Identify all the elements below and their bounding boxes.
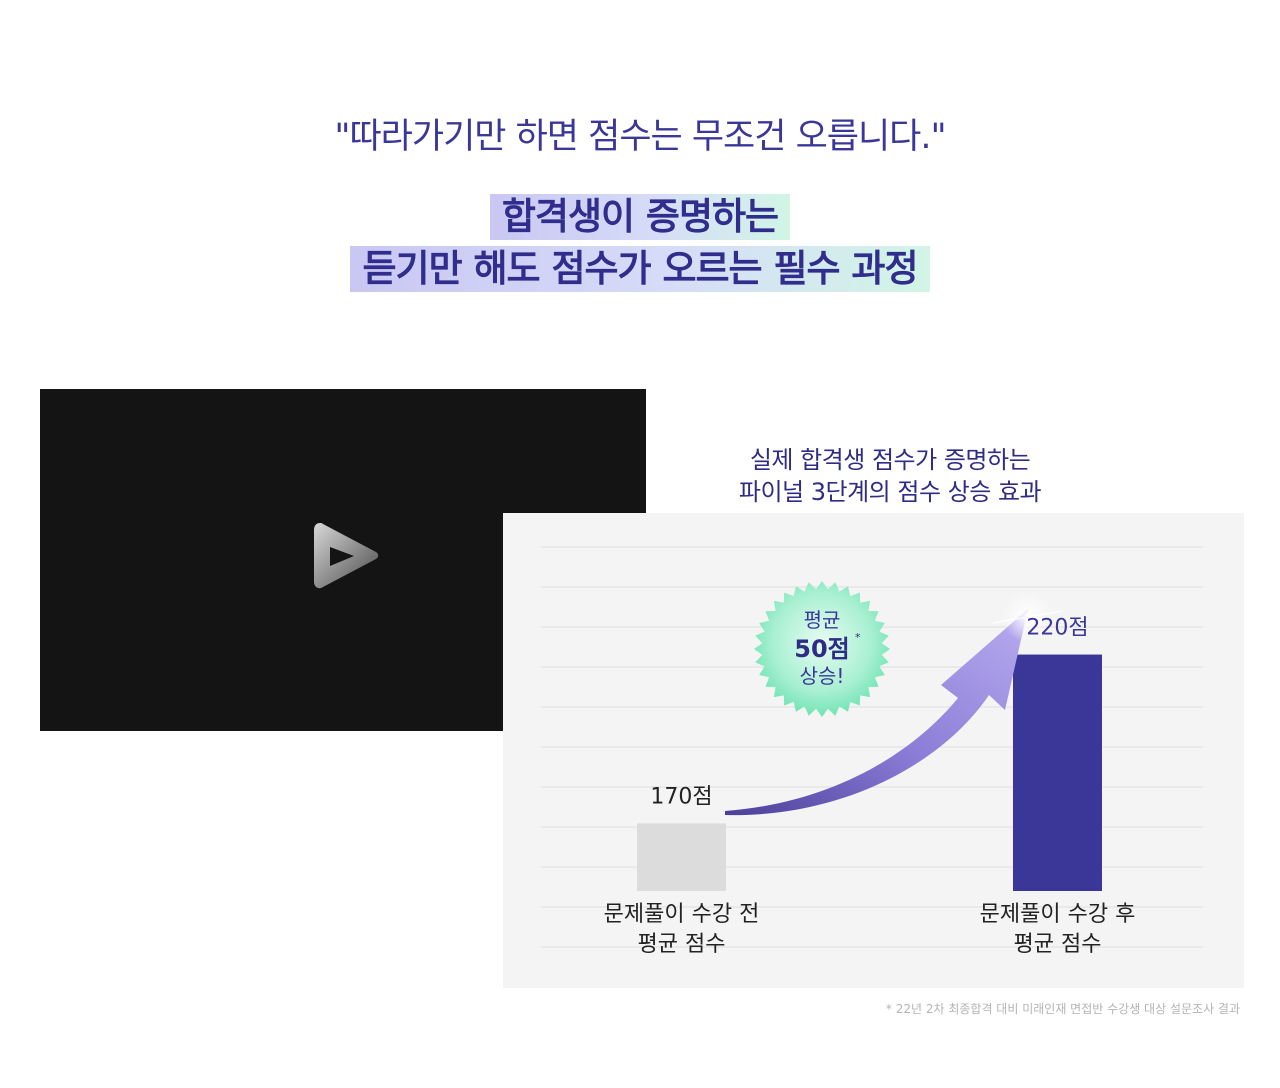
badge-line-2: 50점	[794, 635, 849, 663]
chart-title-line-2: 파이널 3단계의 점수 상승 효과	[738, 478, 1042, 506]
badge-line-3: 상승!	[800, 664, 845, 688]
headline-line-2: 듣기만 해도 점수가 오르는 필수 과정	[0, 246, 1280, 292]
bar-before	[637, 823, 726, 891]
badge-starburst	[754, 581, 890, 717]
category-label: 문제풀이 수강 전	[604, 902, 760, 927]
category-label: 평균 점수	[1014, 932, 1102, 957]
category-label: 문제풀이 수강 후	[980, 902, 1136, 927]
badge-marker: *	[855, 631, 861, 644]
headline-line-1-text: 합격생이 증명하는	[489, 194, 791, 240]
value-label: 220점	[1026, 616, 1088, 641]
bar-after	[1013, 654, 1102, 891]
value-label: 170점	[650, 784, 712, 809]
category-label: 평균 점수	[638, 932, 726, 957]
sparkle-ray	[992, 610, 1064, 624]
headline-line-2-text: 듣기만 해도 점수가 오르는 필수 과정	[350, 246, 930, 292]
play-icon[interactable]	[312, 519, 380, 593]
chart-title-line-1: 실제 합격생 점수가 증명하는	[749, 446, 1031, 474]
badge-line-1: 평균	[804, 608, 841, 632]
quote-text: "따라가기만 하면 점수는 무조건 오릅니다."	[334, 117, 946, 157]
headline-line-1: 합격생이 증명하는	[0, 194, 1280, 240]
rise-arrow	[725, 609, 1028, 816]
footnote: * 22년 2차 최종합격 대비 미래인재 면접반 수강생 대상 설문조사 결과	[885, 1002, 1240, 1016]
